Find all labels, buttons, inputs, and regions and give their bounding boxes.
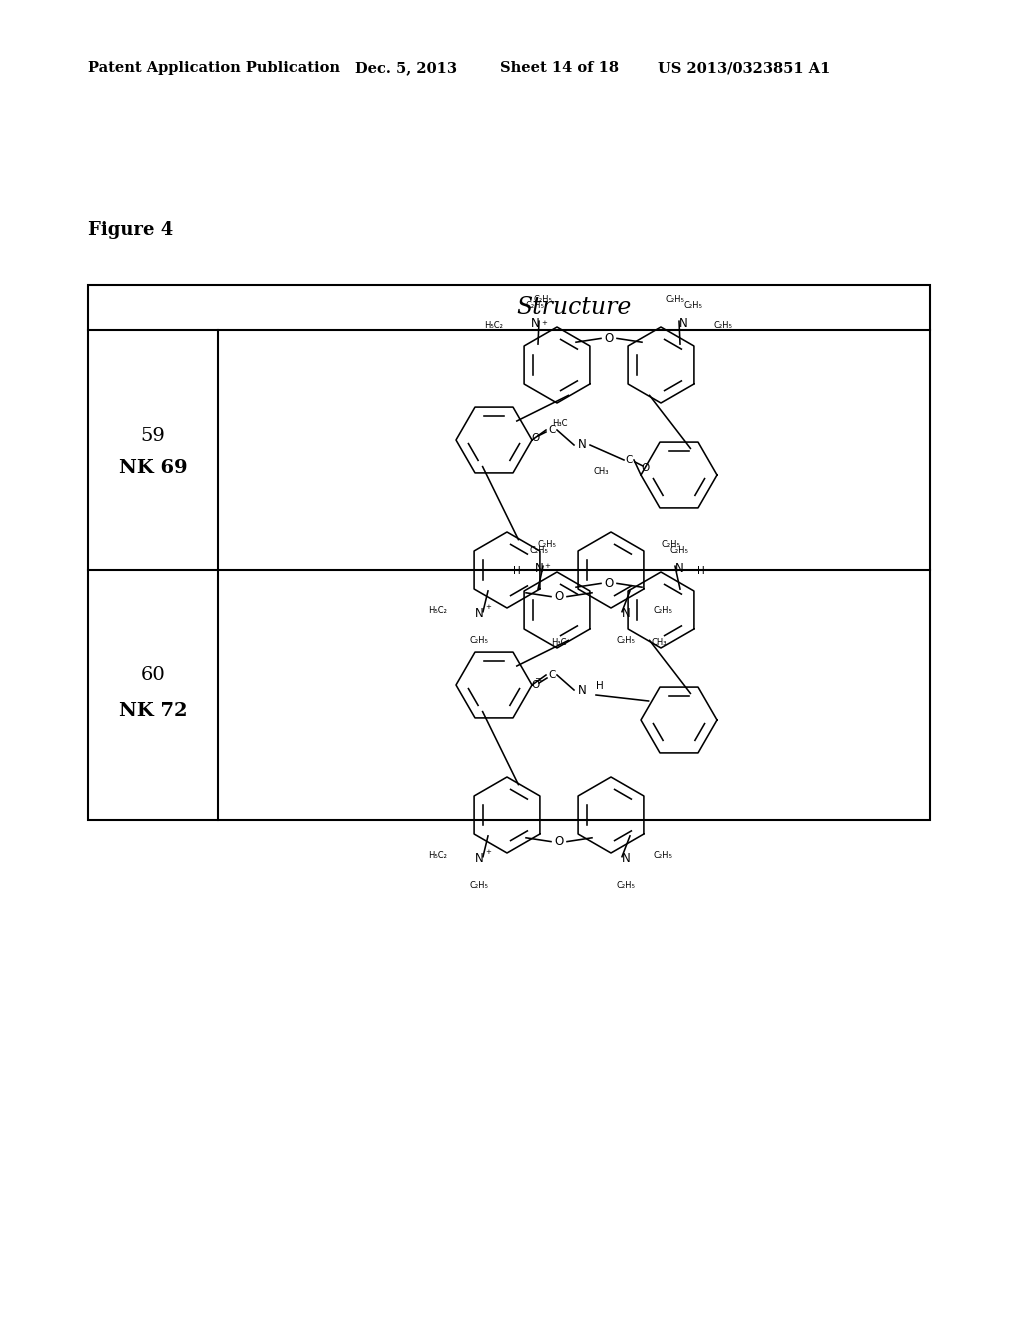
Text: CH₃: CH₃ bbox=[594, 467, 609, 477]
Text: N: N bbox=[622, 607, 631, 620]
Text: O: O bbox=[531, 680, 540, 690]
Text: C₂H₅: C₂H₅ bbox=[534, 294, 552, 304]
Text: N: N bbox=[679, 317, 687, 330]
Text: O: O bbox=[554, 590, 563, 603]
Text: N: N bbox=[578, 684, 587, 697]
Text: C: C bbox=[548, 671, 556, 680]
Text: Sheet 14 of 18: Sheet 14 of 18 bbox=[500, 61, 618, 75]
Text: C: C bbox=[626, 455, 633, 465]
Text: H₅C₂: H₅C₂ bbox=[428, 851, 447, 861]
Text: +: + bbox=[485, 603, 490, 610]
Text: H: H bbox=[513, 566, 521, 577]
Text: N: N bbox=[675, 562, 683, 574]
Text: NK 69: NK 69 bbox=[119, 459, 187, 477]
Text: H₅C₂: H₅C₂ bbox=[428, 606, 447, 615]
Text: O: O bbox=[531, 433, 540, 444]
Text: Structure: Structure bbox=[516, 296, 632, 319]
Text: N: N bbox=[622, 853, 631, 865]
Text: C₂H₅: C₂H₅ bbox=[538, 540, 556, 549]
Text: +: + bbox=[541, 321, 547, 326]
Text: O: O bbox=[604, 331, 613, 345]
Text: C₂H₅: C₂H₅ bbox=[529, 546, 549, 556]
Text: H: H bbox=[596, 681, 604, 690]
Text: Dec. 5, 2013: Dec. 5, 2013 bbox=[355, 61, 457, 75]
Text: H₃C: H₃C bbox=[553, 418, 568, 428]
Text: C₂H₅: C₂H₅ bbox=[662, 540, 680, 549]
Text: C₂H₅: C₂H₅ bbox=[683, 301, 701, 310]
Text: CH₃: CH₃ bbox=[651, 638, 667, 647]
Text: O: O bbox=[554, 836, 563, 849]
Text: C₂H₅: C₂H₅ bbox=[654, 851, 673, 861]
Text: C₂H₅: C₂H₅ bbox=[616, 636, 636, 644]
Text: N: N bbox=[475, 853, 483, 865]
Text: N: N bbox=[530, 317, 540, 330]
Text: O: O bbox=[604, 577, 613, 590]
Text: +: + bbox=[485, 849, 490, 855]
Text: C₂H₅: C₂H₅ bbox=[470, 880, 488, 890]
Text: Figure 4: Figure 4 bbox=[88, 220, 173, 239]
Text: N: N bbox=[535, 562, 544, 574]
Text: C₂H₅: C₂H₅ bbox=[616, 880, 636, 890]
Text: C: C bbox=[548, 425, 556, 436]
Text: C₂H₅: C₂H₅ bbox=[470, 636, 488, 644]
Text: US 2013/0323851 A1: US 2013/0323851 A1 bbox=[658, 61, 830, 75]
Text: =: = bbox=[535, 676, 542, 685]
Text: N: N bbox=[475, 607, 483, 620]
Text: C₂H₅: C₂H₅ bbox=[666, 294, 684, 304]
Text: C₂H₅: C₂H₅ bbox=[525, 301, 545, 310]
Text: O: O bbox=[641, 463, 649, 473]
Bar bbox=[88, 285, 930, 820]
Text: N: N bbox=[578, 438, 587, 451]
Text: H₃C: H₃C bbox=[552, 638, 567, 647]
Text: NK 72: NK 72 bbox=[119, 702, 187, 719]
Text: H: H bbox=[697, 566, 705, 577]
Text: C₂H₅: C₂H₅ bbox=[670, 546, 688, 556]
Text: +: + bbox=[544, 564, 550, 569]
Text: Patent Application Publication: Patent Application Publication bbox=[88, 61, 340, 75]
Text: H₅C₂: H₅C₂ bbox=[484, 321, 503, 330]
Text: C₂H₅: C₂H₅ bbox=[654, 606, 673, 615]
Text: 59: 59 bbox=[140, 426, 166, 445]
Text: 60: 60 bbox=[140, 667, 165, 684]
Text: C₂H₅: C₂H₅ bbox=[713, 321, 732, 330]
